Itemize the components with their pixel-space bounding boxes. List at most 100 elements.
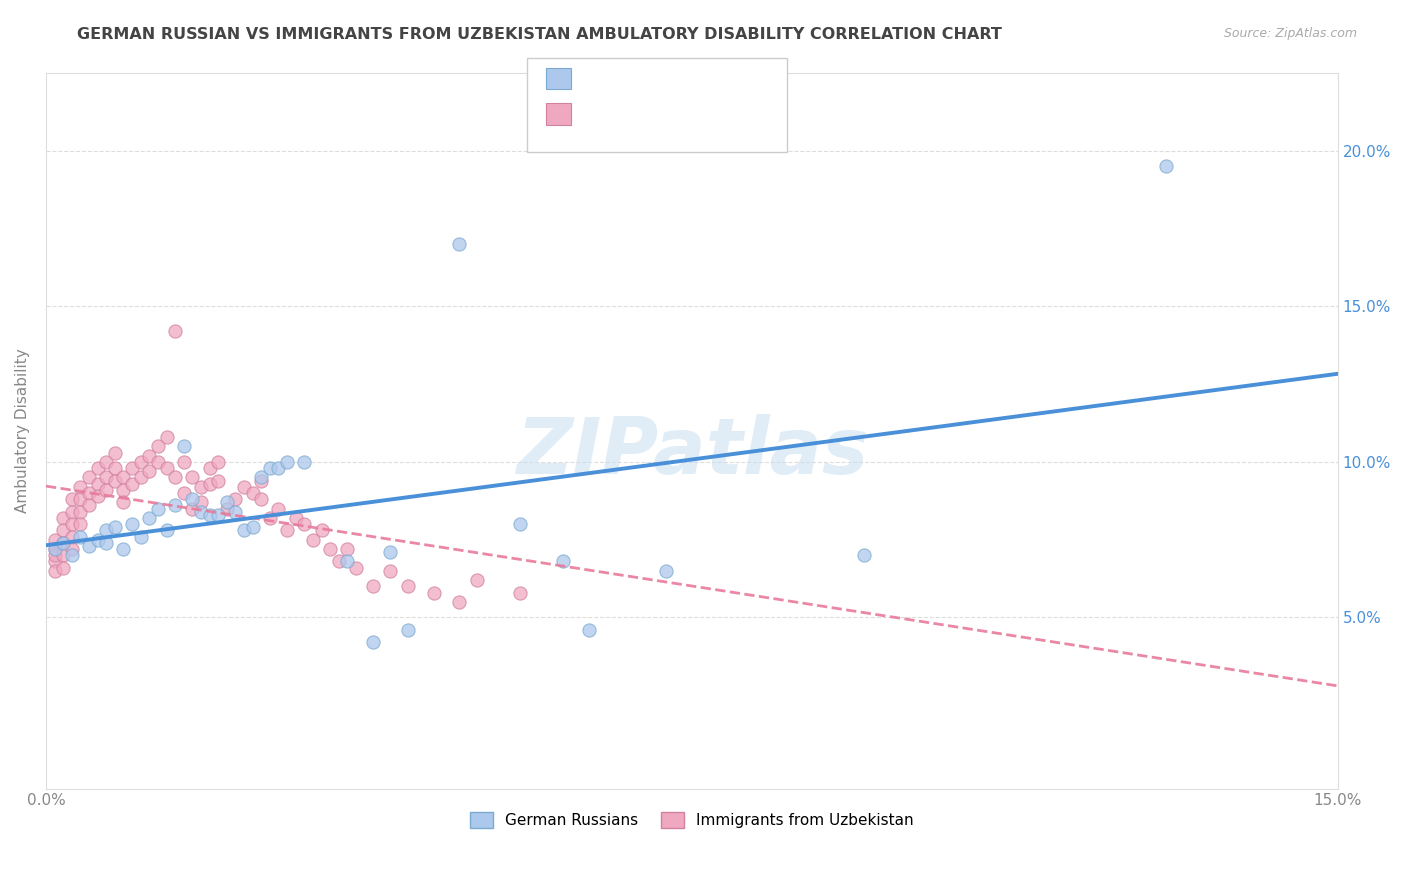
- Point: [52, 548, 75, 562]
- Point: [551, 554, 574, 568]
- Point: [207, 508, 229, 522]
- Point: [267, 461, 290, 475]
- Point: [198, 508, 221, 522]
- Point: [344, 560, 367, 574]
- Point: [181, 492, 204, 507]
- Text: R =: R =: [579, 107, 613, 121]
- Point: [52, 535, 75, 549]
- Point: [233, 524, 256, 538]
- Point: [198, 461, 221, 475]
- Point: [44, 554, 66, 568]
- Point: [86, 461, 108, 475]
- Point: [259, 461, 281, 475]
- Point: [104, 520, 127, 534]
- Text: 0.395: 0.395: [624, 71, 672, 86]
- Point: [121, 461, 143, 475]
- Point: [396, 579, 419, 593]
- Legend: German Russians, Immigrants from Uzbekistan: German Russians, Immigrants from Uzbekis…: [464, 806, 920, 835]
- Point: [853, 548, 876, 562]
- Point: [380, 564, 402, 578]
- Point: [86, 476, 108, 491]
- Point: [52, 511, 75, 525]
- Point: [292, 517, 315, 532]
- Point: [112, 483, 135, 497]
- Point: [267, 501, 290, 516]
- Point: [77, 470, 100, 484]
- Point: [44, 548, 66, 562]
- Text: 80: 80: [724, 107, 745, 121]
- Point: [190, 505, 212, 519]
- Point: [242, 486, 264, 500]
- Point: [215, 495, 238, 509]
- Point: [250, 474, 273, 488]
- Point: [250, 470, 273, 484]
- Point: [155, 461, 177, 475]
- Point: [361, 579, 384, 593]
- Point: [198, 476, 221, 491]
- Point: [129, 529, 152, 543]
- Point: [165, 324, 187, 338]
- Point: [112, 495, 135, 509]
- Point: [380, 545, 402, 559]
- Point: [224, 505, 246, 519]
- Point: [215, 501, 238, 516]
- Point: [207, 455, 229, 469]
- Point: [104, 461, 127, 475]
- Point: [1154, 159, 1177, 173]
- Point: [104, 474, 127, 488]
- Point: [112, 541, 135, 556]
- Point: [77, 486, 100, 500]
- Point: [44, 564, 66, 578]
- Point: [44, 541, 66, 556]
- Point: [190, 480, 212, 494]
- Point: [276, 524, 298, 538]
- Point: [146, 439, 169, 453]
- Point: [138, 449, 160, 463]
- Text: 41: 41: [724, 71, 745, 86]
- Point: [69, 505, 91, 519]
- Point: [69, 517, 91, 532]
- Text: ZIPatlas: ZIPatlas: [516, 414, 868, 491]
- Point: [129, 470, 152, 484]
- Point: [69, 480, 91, 494]
- Text: 0.315: 0.315: [624, 107, 672, 121]
- Point: [578, 623, 600, 637]
- Point: [121, 517, 143, 532]
- Point: [60, 517, 83, 532]
- Point: [165, 470, 187, 484]
- Point: [96, 483, 118, 497]
- Point: [190, 495, 212, 509]
- Point: [52, 535, 75, 549]
- Text: N =: N =: [675, 71, 718, 86]
- Point: [155, 430, 177, 444]
- Point: [336, 554, 359, 568]
- Point: [86, 533, 108, 547]
- Point: [276, 455, 298, 469]
- Point: [138, 511, 160, 525]
- Point: [224, 492, 246, 507]
- Point: [69, 492, 91, 507]
- Point: [104, 445, 127, 459]
- Point: [60, 492, 83, 507]
- Point: [181, 470, 204, 484]
- Point: [96, 535, 118, 549]
- Point: [77, 539, 100, 553]
- Text: R =: R =: [579, 71, 613, 86]
- Point: [52, 524, 75, 538]
- Point: [250, 492, 273, 507]
- Point: [422, 585, 444, 599]
- Point: [44, 533, 66, 547]
- Point: [509, 585, 531, 599]
- Point: [465, 573, 488, 587]
- Point: [96, 455, 118, 469]
- Y-axis label: Ambulatory Disability: Ambulatory Disability: [15, 349, 30, 513]
- Point: [146, 501, 169, 516]
- Point: [60, 548, 83, 562]
- Point: [233, 480, 256, 494]
- Point: [292, 455, 315, 469]
- Point: [112, 470, 135, 484]
- Point: [165, 499, 187, 513]
- Point: [129, 455, 152, 469]
- Point: [242, 520, 264, 534]
- Point: [173, 455, 195, 469]
